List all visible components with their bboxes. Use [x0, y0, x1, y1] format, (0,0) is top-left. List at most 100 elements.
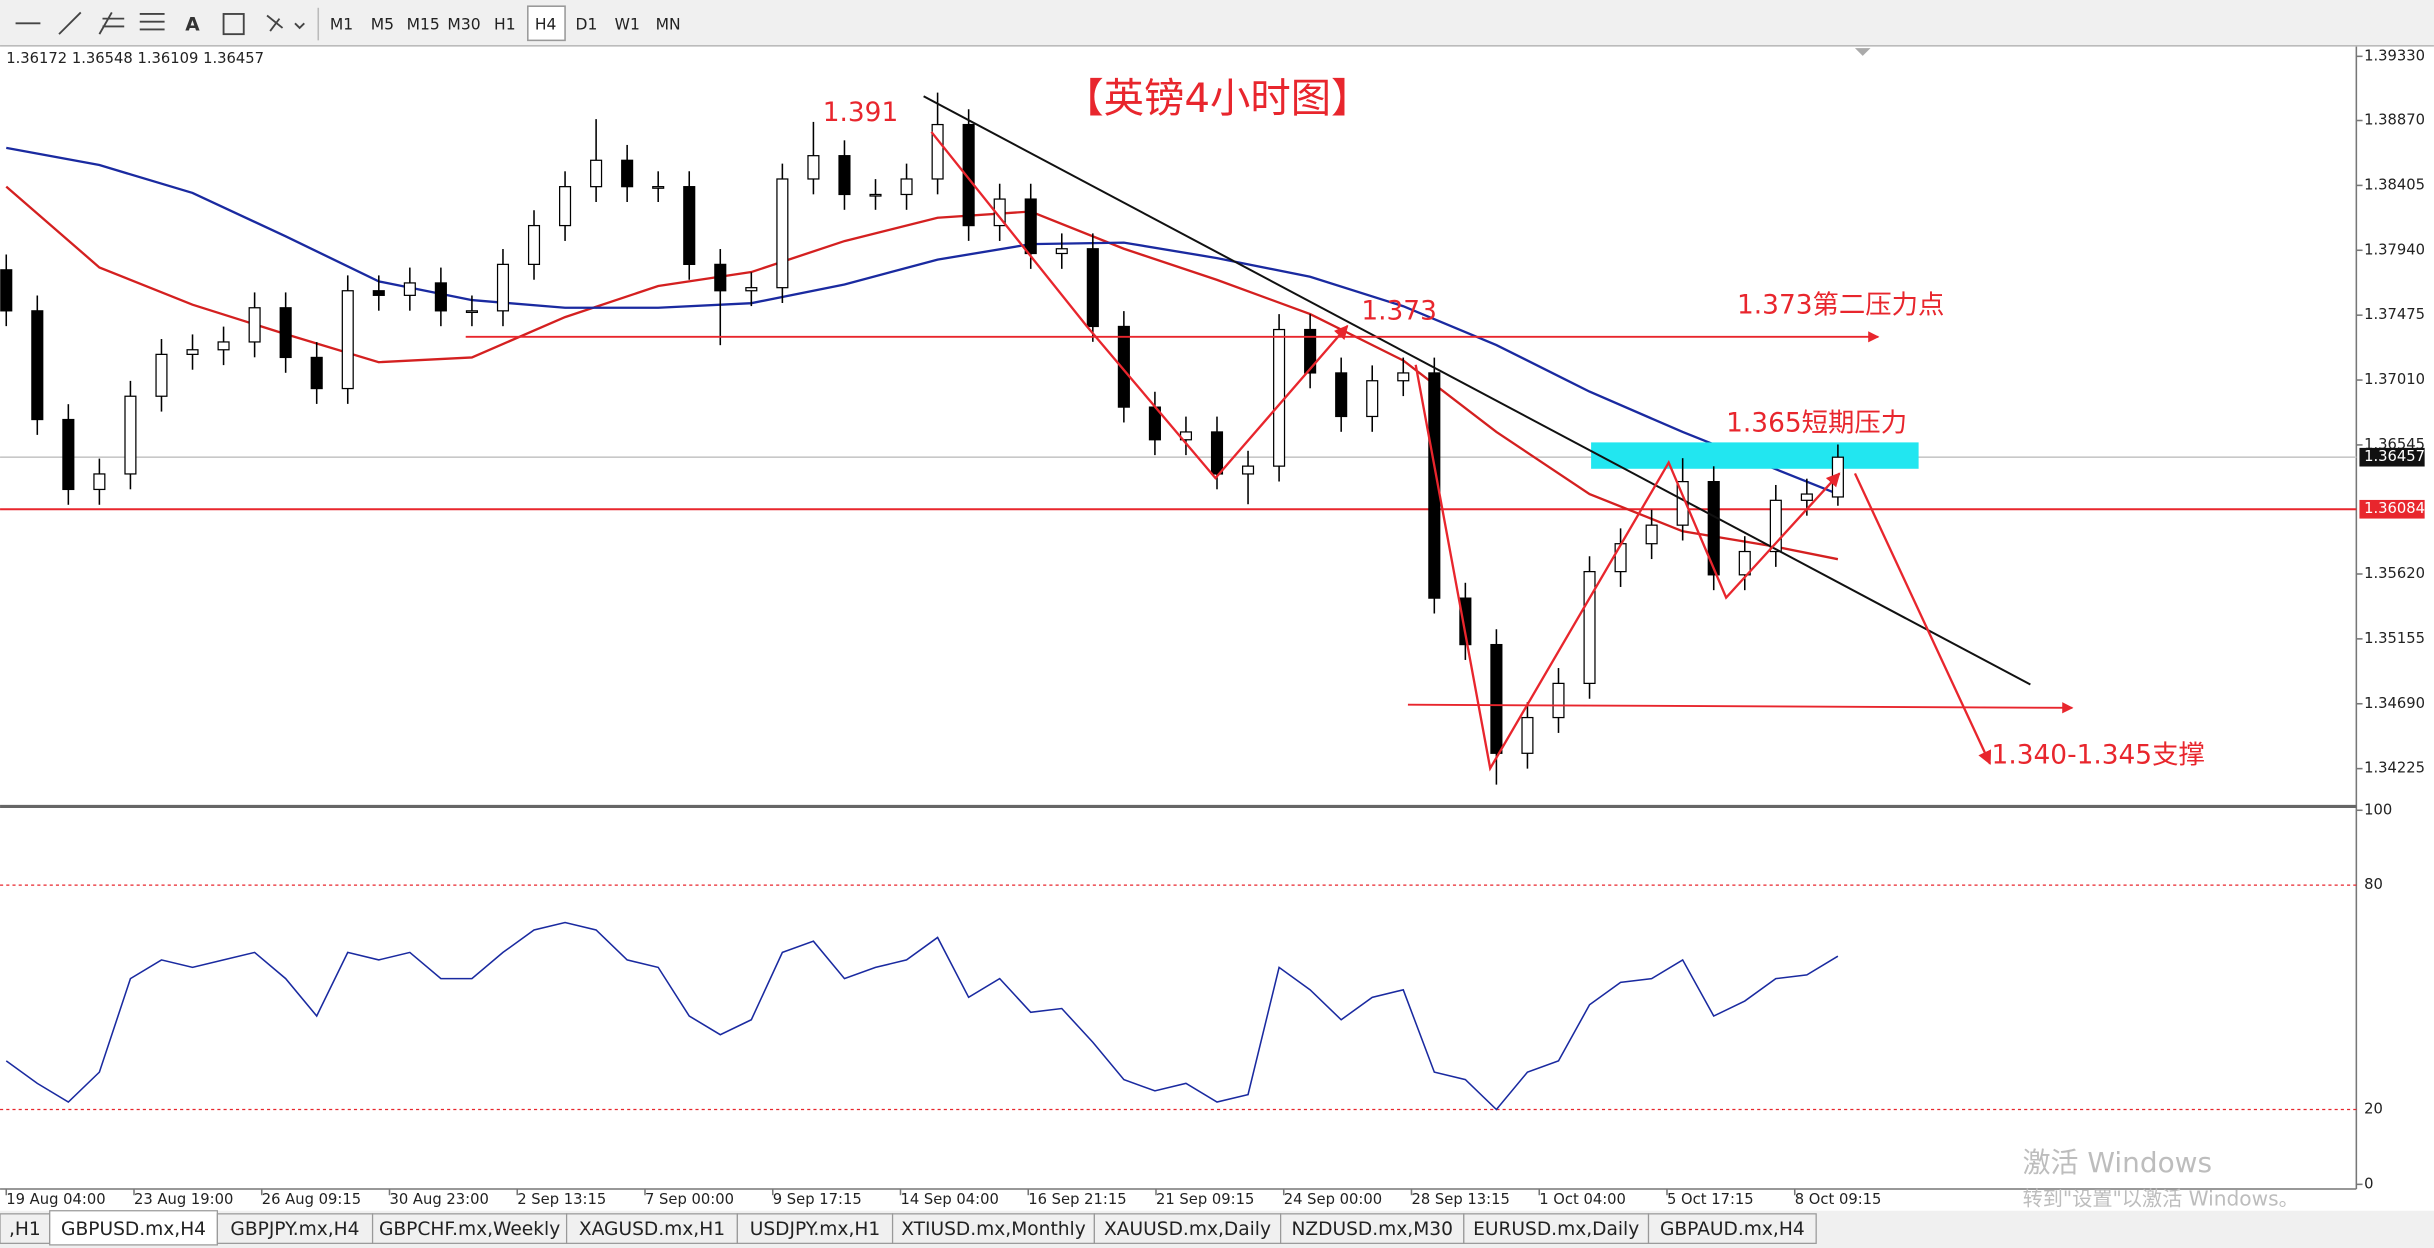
candle-body [621, 159, 634, 188]
candle-body [652, 186, 665, 189]
tab-label[interactable]: GBPAUD.mx,H4 [1660, 1219, 1805, 1240]
time-label: 24 Sep 00:00 [1284, 1191, 1382, 1208]
candle-body [124, 395, 137, 475]
candle-body [1831, 456, 1844, 498]
tab-label[interactable]: EURUSD.mx,Daily [1473, 1219, 1639, 1240]
active-timeframe-frame [527, 5, 566, 42]
tab-label[interactable]: USDJPY.mx,H1 [750, 1219, 880, 1240]
ohlc-info: 1.36172 1.36548 1.36109 1.36457 [6, 50, 264, 67]
tab[interactable] [1093, 1213, 1282, 1244]
time-axis: 19 Aug 04:00 23 Aug 19:00 26 Aug 09:15 30 A… [5, 1189, 1882, 1208]
timeframe-button[interactable]: M1 [330, 15, 353, 33]
tab[interactable] [49, 1210, 218, 1246]
timeframe-button[interactable]: H4 [535, 15, 557, 33]
tab-label[interactable]: GBPCHF.mx,Weekly [379, 1219, 560, 1240]
candle-body [1490, 643, 1503, 754]
annotation: 1.391 [823, 98, 899, 128]
tool-icons: A [15, 11, 305, 35]
candle-body [745, 287, 758, 292]
wave-arrow [1414, 364, 1841, 772]
rsi-line [5, 921, 1839, 1111]
tab[interactable] [216, 1213, 374, 1244]
candle-body [434, 282, 447, 312]
candle-body [807, 155, 820, 180]
support-line [1407, 702, 2074, 714]
tab-label[interactable]: NZDUSD.mx,M30 [1291, 1219, 1452, 1240]
candle-body [1583, 570, 1596, 685]
moving-average [6, 146, 1839, 496]
tab-label[interactable]: XAUUSD.mx,Daily [1104, 1219, 1271, 1240]
wave-arrow [930, 131, 1349, 480]
drawings [465, 95, 2074, 772]
time-label: 1 Oct 04:00 [1539, 1191, 1626, 1208]
rsi-tick-label: 100 [2364, 801, 2392, 818]
y-tick-label: 1.38405 [2364, 176, 2425, 193]
svg-text:A: A [185, 14, 200, 35]
timeframe-button[interactable]: M15 [407, 15, 440, 33]
candle-body [962, 123, 975, 227]
annotation: 1.340-1.345支撑 [1992, 740, 2205, 770]
price-panel: 1.39330 1.38870 1.38405 1.37940 1.37475 1.370… [0, 47, 2425, 777]
candle-body [186, 349, 199, 355]
candle-body [714, 263, 727, 292]
candle-body [403, 282, 416, 296]
trend-line [923, 95, 2031, 686]
candle-body [1055, 248, 1068, 255]
timeframe-buttons: M1 M5 M15 M30 H1 H4 D1 W1 MN [330, 15, 681, 33]
rsi-tick-label: 0 [2364, 1175, 2373, 1192]
tab-label[interactable]: ,H1 [9, 1219, 41, 1240]
y-tick-label: 1.34225 [2364, 760, 2425, 777]
tab-label[interactable]: XTIUSD.mx,Monthly [901, 1219, 1086, 1240]
tab[interactable] [1647, 1213, 1817, 1244]
time-label: 7 Sep 00:00 [645, 1191, 734, 1208]
timeframe-button[interactable]: M5 [371, 15, 394, 33]
watermark-subtitle: 转到"设置"以激活 Windows。 [2023, 1186, 2299, 1210]
candle-body [93, 473, 106, 491]
timeframe-button[interactable]: M30 [447, 15, 480, 33]
candle-body [372, 290, 385, 296]
candle-body [31, 310, 44, 421]
tab[interactable] [371, 1213, 568, 1244]
candle-body [776, 178, 789, 289]
candle-body [931, 123, 944, 180]
time-label: 16 Sep 21:15 [1028, 1191, 1126, 1208]
moving-average [5, 185, 1839, 561]
candle-body [465, 310, 478, 314]
timeframe-button[interactable]: D1 [576, 15, 598, 33]
candle-body [559, 186, 572, 227]
candle-body [341, 290, 354, 390]
time-label: 26 Aug 09:15 [262, 1191, 361, 1208]
tab-label[interactable]: GBPJPY.mx,H4 [230, 1219, 359, 1240]
timeframe-button[interactable]: MN [656, 15, 681, 33]
time-label: 8 Oct 09:15 [1795, 1191, 1882, 1208]
candle-body [1521, 716, 1534, 754]
tab-label[interactable]: GBPUSD.mx,H4 [61, 1219, 206, 1240]
candle-body [838, 155, 851, 196]
candle-body [1459, 597, 1472, 646]
candle-body [1304, 328, 1317, 374]
y-tick-label: 1.37475 [2364, 306, 2425, 323]
y-tick-label: 1.37010 [2364, 371, 2425, 388]
tab[interactable] [1280, 1213, 1465, 1244]
timeframe-button[interactable]: H1 [494, 15, 516, 33]
time-label: 23 Aug 19:00 [134, 1191, 233, 1208]
timeframe-button[interactable]: W1 [615, 15, 640, 33]
tab[interactable] [0, 1213, 51, 1244]
candle-body [1645, 524, 1658, 545]
tab[interactable] [736, 1213, 894, 1244]
candle-body [1738, 550, 1751, 576]
annotation: 1.373 [1361, 297, 1437, 327]
tab-label[interactable]: XAGUSD.mx,H1 [579, 1219, 725, 1240]
rsi-panel: 100 80 20 0 [0, 801, 2392, 1192]
level-box [2359, 499, 2425, 519]
tab[interactable] [891, 1213, 1095, 1244]
tabs: ,H1 GBPUSD.mx,H4 GBPJPY.mx,H4 GBPCHF.mx,Wee… [0, 1210, 1817, 1246]
candle-body [1428, 372, 1441, 599]
time-label: 30 Aug 23:00 [390, 1191, 489, 1208]
resistance-zone [1591, 442, 1919, 469]
candle-body [0, 269, 13, 312]
candle-body [279, 307, 292, 359]
y-tick-label: 1.35620 [2364, 565, 2425, 582]
